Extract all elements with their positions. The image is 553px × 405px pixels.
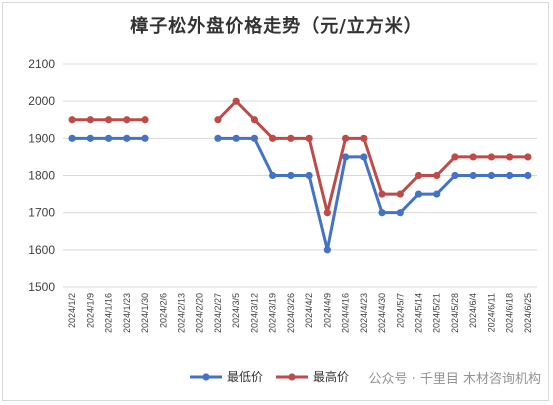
data-point-series-1 bbox=[68, 134, 76, 142]
x-tick-label: 2024/3/5 bbox=[231, 293, 241, 328]
data-point-series-1 bbox=[487, 171, 496, 180]
chart-frame bbox=[2, 2, 549, 401]
data-point-series-2 bbox=[141, 116, 149, 124]
data-point-series-1 bbox=[323, 246, 331, 254]
x-tick-label: 2024/4/30 bbox=[377, 293, 387, 333]
x-tick-label: 2024/4/16 bbox=[341, 293, 351, 333]
x-tick-label: 2024/6/11 bbox=[486, 293, 496, 332]
legend-label-2: 最高价 bbox=[313, 369, 349, 384]
data-point-series-1 bbox=[305, 171, 313, 180]
x-tick-label: 2024/3/19 bbox=[268, 293, 278, 333]
data-point-series-1 bbox=[451, 171, 459, 180]
x-tick-label: 2024/2/20 bbox=[195, 293, 205, 333]
data-point-series-1 bbox=[214, 134, 222, 142]
x-tick-label: 2024/4/23 bbox=[359, 293, 369, 333]
data-point-series-2 bbox=[104, 116, 113, 124]
data-point-series-1 bbox=[378, 209, 386, 217]
x-tick-label: 2024/3/12 bbox=[249, 293, 259, 333]
data-point-series-2 bbox=[414, 171, 423, 180]
data-point-series-1 bbox=[141, 134, 149, 142]
y-tick-label: 1900 bbox=[28, 131, 55, 145]
data-point-series-2 bbox=[396, 190, 404, 198]
watermark-text: 公众号 · 千里目 木材咨询机构 bbox=[368, 372, 541, 387]
data-point-series-2 bbox=[123, 116, 131, 124]
x-tick-label: 2024/2/13 bbox=[177, 293, 187, 333]
x-tick-label: 2024/5/21 bbox=[432, 293, 442, 333]
data-point-series-2 bbox=[269, 134, 277, 142]
series-line-1 bbox=[217, 136, 528, 252]
data-point-series-1 bbox=[341, 153, 350, 161]
x-tick-label: 2024/4/2 bbox=[304, 293, 314, 328]
x-tick-label: 2024/5/28 bbox=[450, 293, 460, 333]
x-tick-label: 2024/1/2 bbox=[67, 293, 77, 328]
legend-marker-2 bbox=[288, 373, 296, 381]
x-tick-label: 2024/2/6 bbox=[158, 293, 168, 328]
data-point-series-2 bbox=[451, 153, 459, 161]
x-tick-label: 2024/6/4 bbox=[468, 293, 478, 328]
x-tick-label: 2024/6/25 bbox=[523, 293, 533, 333]
data-point-series-1 bbox=[396, 209, 404, 217]
legend-marker-1 bbox=[202, 373, 210, 381]
data-point-series-1 bbox=[469, 171, 477, 180]
data-point-series-2 bbox=[287, 134, 295, 142]
data-point-series-1 bbox=[360, 153, 368, 161]
y-tick-label: 1500 bbox=[28, 280, 55, 294]
data-point-series-2 bbox=[341, 134, 350, 142]
data-point-series-2 bbox=[360, 134, 368, 142]
data-point-series-2 bbox=[214, 116, 222, 124]
x-tick-label: 2024/6/18 bbox=[505, 293, 515, 333]
data-point-series-1 bbox=[123, 134, 131, 142]
data-point-series-1 bbox=[524, 171, 532, 180]
data-point-series-2 bbox=[378, 190, 386, 198]
x-tick-label: 2024/3/26 bbox=[286, 293, 296, 333]
x-tick-label: 2024/5/14 bbox=[414, 293, 424, 333]
data-point-series-2 bbox=[323, 209, 331, 217]
data-point-series-2 bbox=[68, 116, 76, 124]
x-tick-label: 2024/1/16 bbox=[104, 293, 114, 333]
data-point-series-1 bbox=[287, 171, 295, 180]
legend-label-1: 最低价 bbox=[227, 370, 263, 384]
data-point-series-1 bbox=[269, 171, 277, 180]
data-point-series-2 bbox=[250, 116, 259, 124]
x-tick-label: 2024/5/7 bbox=[395, 293, 405, 328]
data-point-series-2 bbox=[86, 116, 94, 124]
y-tick-label: 1800 bbox=[28, 169, 55, 183]
x-tick-label: 2024/1/30 bbox=[140, 293, 150, 333]
x-tick-label: 2024/1/9 bbox=[85, 293, 95, 328]
data-point-series-2 bbox=[232, 97, 240, 105]
data-point-series-2 bbox=[469, 153, 477, 161]
data-point-series-2 bbox=[487, 153, 496, 161]
data-point-series-2 bbox=[524, 153, 532, 161]
data-point-series-1 bbox=[232, 134, 240, 142]
data-point-series-1 bbox=[506, 171, 514, 180]
y-tick-label: 2000 bbox=[28, 94, 55, 108]
x-tick-label: 2024/2/27 bbox=[213, 293, 223, 333]
data-point-series-2 bbox=[433, 171, 441, 180]
x-tick-label: 2024/4/9 bbox=[322, 293, 332, 328]
data-point-series-1 bbox=[86, 134, 94, 142]
y-tick-label: 1600 bbox=[28, 243, 55, 257]
data-point-series-2 bbox=[305, 134, 313, 142]
data-point-series-1 bbox=[414, 190, 423, 198]
chart-title: 樟子松外盘价格走势（元/立方米） bbox=[130, 16, 423, 37]
data-point-series-1 bbox=[104, 134, 113, 142]
data-point-series-1 bbox=[433, 190, 441, 198]
data-point-series-2 bbox=[506, 153, 514, 161]
data-point-series-1 bbox=[250, 134, 259, 142]
y-tick-label: 1700 bbox=[28, 206, 55, 220]
x-tick-label: 2024/1/23 bbox=[122, 293, 132, 333]
y-tick-label: 2100 bbox=[28, 57, 55, 71]
